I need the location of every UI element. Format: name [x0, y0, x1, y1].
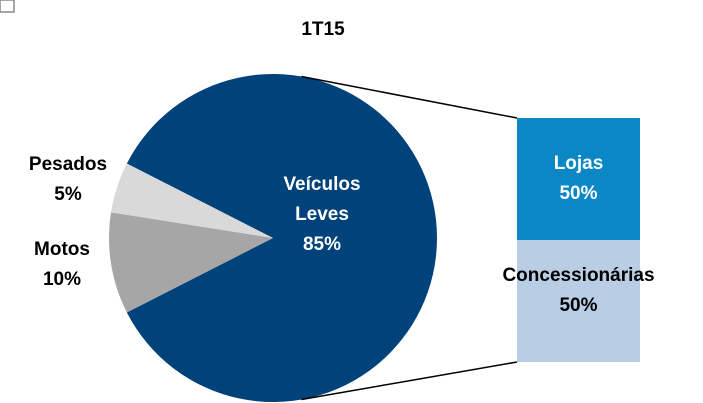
slice-label: Veículos Leves 85%: [267, 170, 377, 260]
bar-segment: [517, 240, 640, 362]
bar-segment: [517, 118, 640, 240]
slice-label: Motos 10%: [34, 235, 90, 295]
corner-handle: [0, 0, 15, 13]
connector-line: [301, 361, 518, 401]
label-value: 50%: [559, 295, 598, 316]
label-value: 50%: [559, 183, 598, 204]
pie-slice: [111, 163, 274, 238]
label-value: 85%: [302, 234, 342, 255]
slice-label: Pesados 5%: [29, 150, 107, 210]
label-name: Motos: [34, 239, 90, 260]
chart-title: 1T15: [301, 19, 345, 40]
label-name: Concessionárias: [502, 265, 655, 286]
bar-label: Concessionárias 50%: [502, 261, 654, 321]
label-name: Pesados: [28, 154, 108, 175]
label-name: Veículos Leves: [283, 174, 361, 225]
label-name: Lojas: [553, 153, 604, 174]
connector-line: [301, 75, 518, 119]
label-value: 5%: [54, 184, 82, 205]
pie-slice: [108, 212, 273, 313]
bar-label: Lojas 50%: [554, 149, 604, 209]
label-value: 10%: [42, 269, 82, 290]
pie-slice: [126, 73, 437, 402]
